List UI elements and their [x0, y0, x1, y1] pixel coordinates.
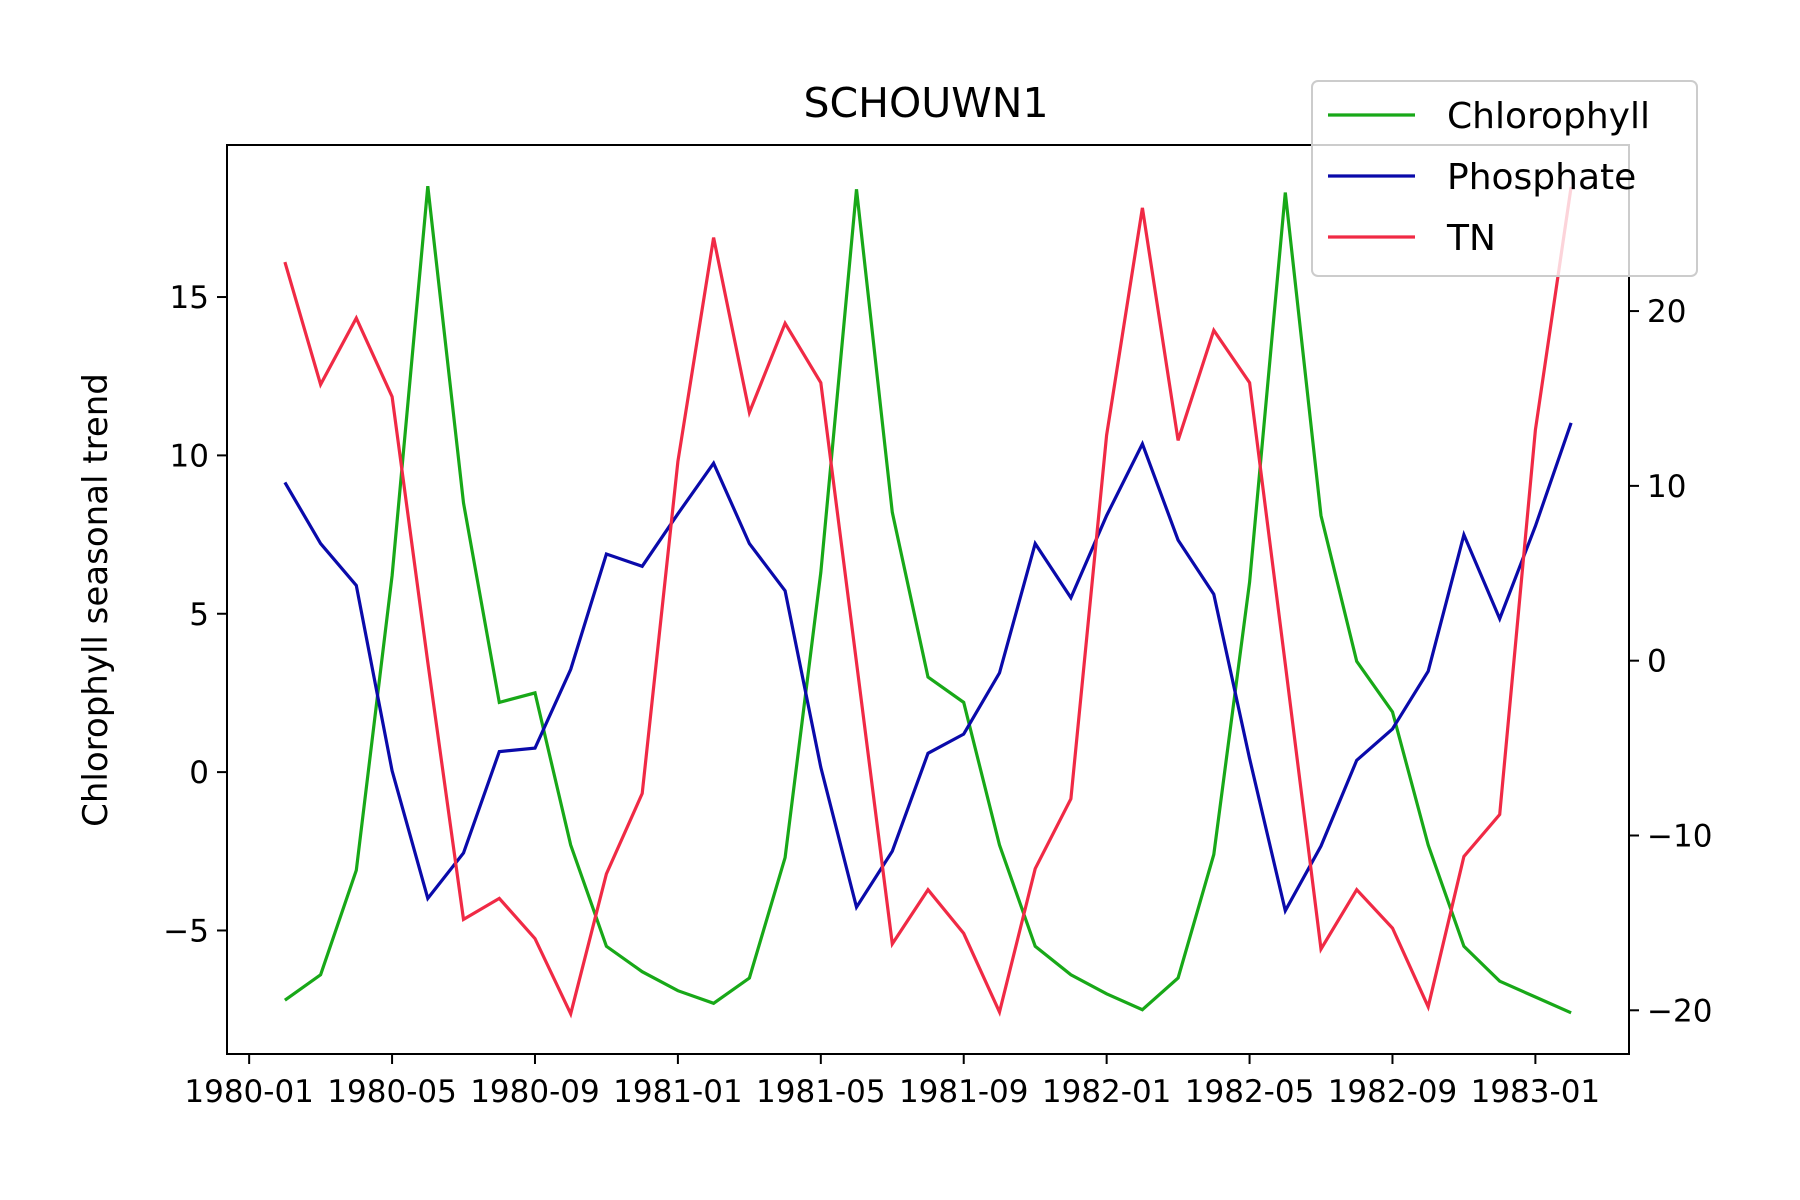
y2-tick-label: 10 [1647, 469, 1686, 505]
chart-title: SCHOUWN1 [803, 79, 1048, 127]
x-tick-label: 1982-01 [1042, 1074, 1172, 1110]
x-tick-label: 1981-05 [756, 1074, 886, 1110]
y2-tick-label: 0 [1647, 644, 1667, 680]
x-tick-label: 1980-09 [470, 1074, 600, 1110]
y2-tick-label: −10 [1647, 818, 1712, 854]
y-tick-label: 5 [189, 597, 209, 633]
legend-label-phosphate: Phosphate [1447, 157, 1636, 198]
x-tick-label: 1982-09 [1328, 1074, 1458, 1110]
x-tick-label: 1980-01 [184, 1074, 314, 1110]
series-line-phosphate [283, 422, 1573, 916]
x-tick-label: 1982-05 [1185, 1074, 1315, 1110]
x-tick-label: 1980-05 [327, 1074, 457, 1110]
y2-tick-label: 20 [1647, 294, 1686, 330]
plot-frame [226, 144, 1630, 1055]
x-tick-label: 1983-01 [1471, 1074, 1601, 1110]
series-line-tn [283, 186, 1573, 1019]
series-line-chlorophyll [283, 186, 1572, 1015]
y2-tick-label: −20 [1647, 993, 1712, 1029]
legend-label-chlorophyll: Chlorophyll [1447, 96, 1650, 137]
x-tick-label: 1981-09 [899, 1074, 1029, 1110]
y-tick-label: 15 [170, 280, 209, 316]
y-tick-label: 10 [170, 438, 209, 474]
legend-label-tn: TN [1446, 218, 1496, 259]
y-axis-title: Chlorophyll seasonal trend [76, 373, 116, 827]
x-tick-label: 1981-01 [613, 1074, 743, 1110]
y-tick-label: 0 [189, 755, 209, 791]
y-tick-label: −5 [163, 913, 209, 949]
legend: Chlorophyll Phosphate TN [1311, 80, 1698, 277]
legend-box [1311, 80, 1698, 277]
